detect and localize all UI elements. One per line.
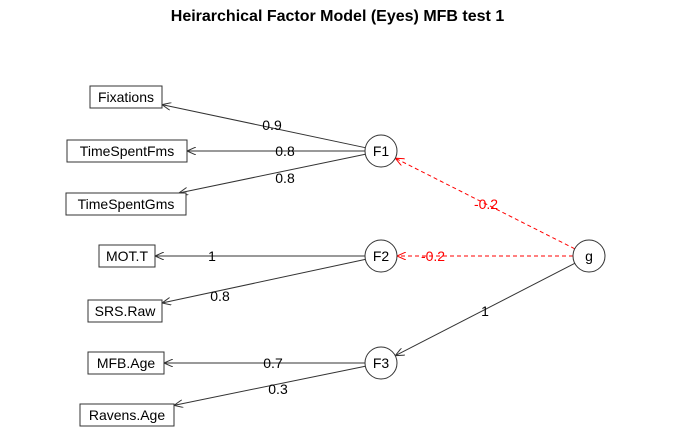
path-f2-to-srsraw bbox=[162, 258, 366, 303]
loading-label-f1-timespentgms: 0.8 bbox=[275, 170, 295, 186]
path-f3-to-ravensage bbox=[174, 365, 366, 405]
loading-label-f1-timespentfms: 0.8 bbox=[275, 143, 295, 159]
manifest-label: Fixations bbox=[98, 89, 154, 105]
manifest-box bbox=[98, 244, 156, 268]
factor-label: F3 bbox=[373, 355, 390, 371]
loading-label-g-f2: -0.2 bbox=[421, 248, 445, 264]
path-g-to-f3 bbox=[395, 262, 576, 355]
manifest-box bbox=[87, 351, 165, 375]
manifest-box bbox=[66, 139, 188, 163]
factor-circle bbox=[364, 134, 398, 168]
loading-label-f2-mot: 1 bbox=[208, 248, 216, 264]
manifest-node-timespentfms: TimeSpentFms bbox=[66, 139, 188, 163]
factor-node-f1: F1 bbox=[364, 134, 398, 168]
factor-circle bbox=[364, 239, 398, 273]
path-f1-to-timespentgms bbox=[179, 153, 366, 193]
loading-label-f1-fixations: 0.9 bbox=[262, 117, 282, 133]
factor-circle bbox=[364, 346, 398, 380]
factor-label: g bbox=[585, 248, 593, 264]
loading-label-g-f3: 1 bbox=[481, 303, 489, 319]
manifest-node-ravensage: Ravens.Age bbox=[79, 403, 175, 427]
manifest-node-timespentgms: TimeSpentGms bbox=[65, 192, 187, 216]
manifest-label: MFB.Age bbox=[97, 355, 156, 371]
factor-node-g: g bbox=[572, 239, 606, 273]
factor-node-f2: F2 bbox=[364, 239, 398, 273]
manifest-box bbox=[65, 192, 187, 216]
manifest-label: Ravens.Age bbox=[89, 407, 165, 423]
manifest-node-mfbage: MFB.Age bbox=[87, 351, 165, 375]
factor-node-f3: F3 bbox=[364, 346, 398, 380]
loading-label-f3-mfbage: 0.7 bbox=[263, 355, 283, 371]
manifest-label: TimeSpentFms bbox=[80, 143, 174, 159]
manifest-box bbox=[79, 403, 175, 427]
loading-label-f2-srsraw: 0.8 bbox=[210, 288, 230, 304]
loading-label-f3-ravensage: 0.3 bbox=[268, 381, 288, 397]
diagram-title: Heirarchical Factor Model (Eyes) MFB tes… bbox=[170, 8, 505, 25]
loading-label-g-f1: -0.2 bbox=[474, 196, 498, 212]
manifest-box bbox=[87, 299, 163, 323]
factor-label: F2 bbox=[373, 248, 390, 264]
manifest-node-srsraw: SRS.Raw bbox=[87, 299, 163, 323]
manifest-node-mot: MOT.T bbox=[98, 244, 156, 268]
manifest-box bbox=[89, 85, 163, 109]
path-f1-to-fixations bbox=[162, 105, 366, 149]
manifest-label: TimeSpentGms bbox=[78, 196, 175, 212]
factor-circle bbox=[572, 239, 606, 273]
factor-label: F1 bbox=[373, 143, 390, 159]
manifest-node-fixations: Fixations bbox=[89, 85, 163, 109]
manifest-label: SRS.Raw bbox=[95, 303, 157, 319]
path-g-to-f1 bbox=[395, 158, 575, 250]
manifest-label: MOT.T bbox=[106, 248, 148, 264]
